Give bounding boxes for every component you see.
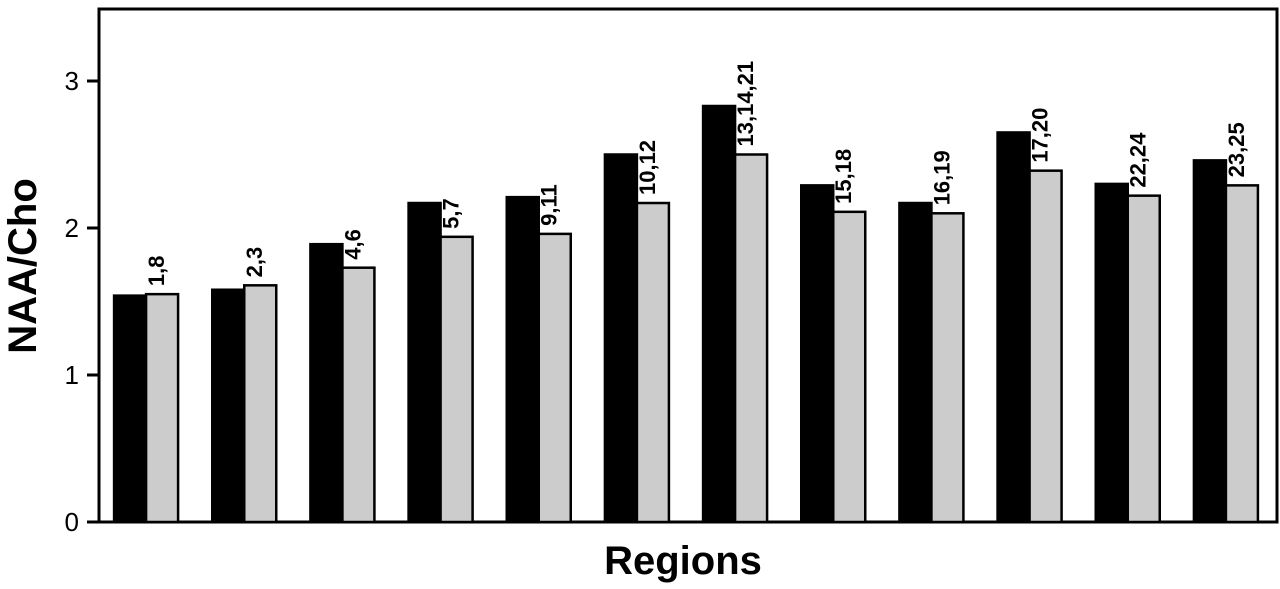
bars bbox=[112, 104, 1260, 524]
bar-dark bbox=[211, 288, 246, 524]
bar-dark bbox=[505, 195, 540, 524]
bar-light bbox=[537, 232, 572, 524]
region-label: 10,12 bbox=[635, 140, 660, 195]
region-label: 9,11 bbox=[537, 184, 562, 226]
bar-dark bbox=[603, 153, 639, 524]
bar-dark bbox=[1192, 159, 1228, 524]
bar-dark bbox=[112, 294, 148, 524]
bar-light bbox=[635, 201, 671, 524]
bar-dark bbox=[996, 131, 1031, 524]
bar-light bbox=[930, 212, 965, 524]
region-label: 5,7 bbox=[439, 198, 464, 229]
bar-light bbox=[832, 210, 867, 524]
bar-light bbox=[1126, 194, 1161, 524]
region-label: 15,18 bbox=[831, 149, 856, 204]
plot-frame bbox=[97, 7, 1279, 524]
bar-dark bbox=[701, 104, 737, 524]
region-label: 2,3 bbox=[242, 247, 267, 278]
bar-light bbox=[1224, 184, 1260, 524]
bar-dark bbox=[800, 184, 835, 524]
region-label: 16,19 bbox=[929, 150, 954, 205]
y-tick-label: 2 bbox=[65, 213, 79, 243]
category-labels: 1,8 2,3 4,6 5,7 9,11 10,12 13,14,21 15,18 16,19 1… bbox=[144, 61, 1249, 286]
y-axis: 0 1 2 3 bbox=[65, 66, 99, 537]
x-axis-title: Regions bbox=[604, 539, 762, 583]
bar-light bbox=[439, 235, 474, 524]
region-label: 4,6 bbox=[340, 229, 365, 260]
region-label: 17,20 bbox=[1028, 108, 1053, 163]
bar-dark bbox=[898, 201, 933, 524]
region-label: 23,25 bbox=[1224, 122, 1249, 177]
region-label: 22,24 bbox=[1126, 132, 1151, 188]
bar-dark bbox=[407, 201, 442, 524]
region-label: 13,14,21 bbox=[733, 61, 758, 147]
bar-light bbox=[1028, 169, 1063, 524]
y-tick-label: 0 bbox=[65, 507, 79, 537]
bar-light bbox=[733, 153, 769, 524]
bar-light bbox=[341, 266, 376, 524]
bar-dark bbox=[309, 242, 344, 524]
y-tick-label: 3 bbox=[65, 66, 79, 96]
bar-light bbox=[144, 292, 180, 524]
y-axis-title: NAA/Cho bbox=[1, 178, 45, 354]
y-tick-label: 1 bbox=[65, 360, 79, 390]
region-label: 1,8 bbox=[144, 256, 169, 287]
bar-dark bbox=[1094, 182, 1129, 524]
bar-light bbox=[243, 284, 278, 524]
